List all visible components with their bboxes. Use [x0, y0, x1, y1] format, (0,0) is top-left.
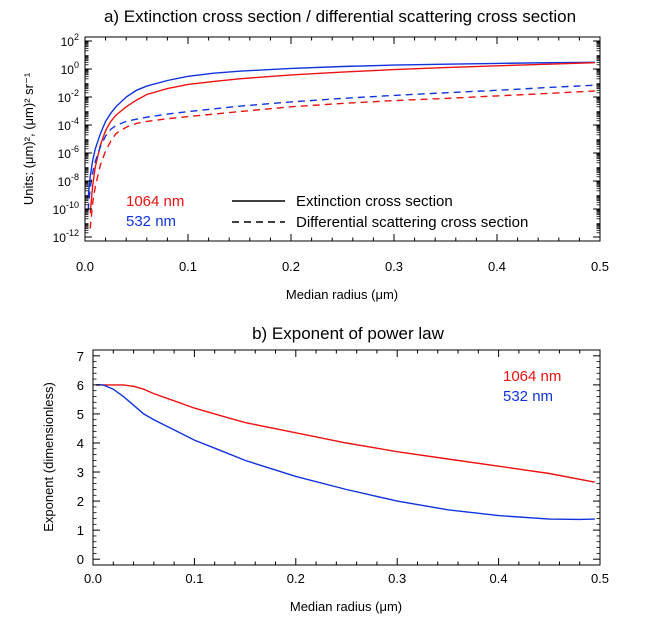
panel-b-title: b) Exponent of power law: [252, 324, 445, 343]
panel-b-y-tick-label: 2: [77, 494, 84, 509]
panel-a-y-tick-label: 100: [61, 60, 79, 77]
panel-a-y-tick-exponent: 2: [74, 32, 79, 42]
panel-a-y-tick-label: 10-6: [58, 144, 79, 161]
panel-b-axes: 0.0 0.1 0.2 0.3 0.4 0.5 0 1 2 3 4 5 6 7: [77, 349, 609, 586]
panel-b-x-tick-label: 0.0: [84, 571, 102, 586]
panel-b-x-tick-label: 0.3: [388, 571, 406, 586]
panel-a-y-tick-base: 10: [58, 175, 72, 189]
panel-a-x-tick-label: 0.4: [488, 259, 506, 274]
panel-a-y-tick-base: 10: [58, 119, 72, 133]
panel-a-y-tick-base: 10: [53, 231, 67, 245]
panel-b-x-axis-label: Median radius (μm): [290, 599, 402, 614]
panel-a-series-line: [89, 62, 595, 214]
panel-a-y-tick-base: 10: [61, 35, 75, 49]
panel-a-x-tick-label: 0.2: [282, 259, 300, 274]
panel-a-legend-label: Differential scattering cross section: [296, 214, 528, 231]
panel-b-legend-label: 1064 nm: [503, 368, 561, 385]
panel-a-y-tick-exponent: 0: [74, 60, 79, 70]
panel-b-legend: 1064 nm 532 nm: [503, 368, 561, 405]
panel-a-y-tick-exponent: -8: [71, 172, 79, 182]
panel-b-y-tick-label: 7: [77, 349, 84, 364]
panel-b-y-tick-label: 4: [77, 436, 84, 451]
panel-b-exponent-chart: b) Exponent of power law 0.0 0.1 0.2 0.3 0.4…: [41, 324, 609, 614]
panel-a-y-tick-label: 10-12: [53, 228, 79, 245]
panel-a-axes: 0.0 0.1 0.2 0.3 0.4 0.510210010-210-410-610-8…: [53, 32, 609, 274]
panel-a-x-tick-label: 0.5: [591, 259, 609, 274]
panel-a-y-tick-exponent: -2: [71, 88, 79, 98]
panel-a-wavelength-label: 1064 nm: [126, 193, 184, 210]
panel-b-plot-frame: [92, 349, 601, 566]
panel-b-x-tick-label: 0.5: [591, 571, 609, 586]
panel-a-y-tick-base: 10: [53, 203, 67, 217]
panel-a-legend: 1064 nm 532 nm Extinction cross section Dif…: [126, 193, 528, 231]
panel-a-series-line: [89, 90, 595, 229]
panel-b-series-line: [96, 384, 595, 521]
panel-a-series-group: [87, 61, 595, 229]
panel-a-series-line: [87, 84, 595, 211]
panel-a-y-tick-base: 10: [58, 147, 72, 161]
panel-b-series-line: [96, 384, 596, 483]
panel-a-y-axis-label: Units: (μm)², (μm)² sr⁻¹: [21, 72, 36, 205]
panel-a-y-tick-base: 10: [58, 91, 72, 105]
panel-a-y-tick-exponent: -6: [71, 144, 79, 154]
panel-a-y-tick-exponent: -10: [66, 200, 79, 210]
panel-a-legend-label: Extinction cross section: [296, 193, 453, 210]
panel-b-y-axis-label: Exponent (dimensionless): [41, 382, 56, 532]
panel-a-extinction-chart: a) Extinction cross section / differenti…: [21, 7, 609, 302]
panel-a-y-tick-label: 102: [61, 32, 79, 49]
panel-b-x-tick-label: 0.2: [287, 571, 305, 586]
panel-a-y-tick-label: 10-10: [53, 200, 79, 217]
panel-b-series-group: [96, 384, 596, 521]
panel-a-y-tick-base: 10: [61, 63, 75, 77]
panel-a-y-tick-label: 10-8: [58, 172, 79, 189]
panel-b-y-tick-label: 6: [77, 378, 84, 393]
panel-a-plot-frame: [84, 36, 601, 242]
panel-a-series-line: [87, 61, 595, 199]
panel-a-y-tick-label: 10-4: [58, 116, 79, 133]
panel-b-y-tick-label: 0: [77, 552, 84, 567]
panel-b-y-tick-label: 5: [77, 407, 84, 422]
panel-a-y-tick-exponent: -12: [66, 228, 79, 238]
panel-b-legend-label: 532 nm: [503, 388, 553, 405]
panel-b-x-tick-label: 0.4: [490, 571, 508, 586]
panel-b-x-tick-label: 0.1: [185, 571, 203, 586]
panel-a-x-tick-label: 0.0: [76, 259, 94, 274]
panel-b-y-tick-label: 3: [77, 465, 84, 480]
panel-a-y-tick-exponent: -4: [71, 116, 79, 126]
panel-a-x-tick-label: 0.3: [385, 259, 403, 274]
panel-a-y-tick-label: 10-2: [58, 88, 79, 105]
panel-b-y-tick-label: 1: [77, 523, 84, 538]
panel-a-x-axis-label: Median radius (μm): [286, 287, 398, 302]
panel-a-x-tick-label: 0.1: [179, 259, 197, 274]
panel-a-title: a) Extinction cross section / differenti…: [104, 7, 576, 26]
panel-a-wavelength-label: 532 nm: [126, 213, 176, 230]
